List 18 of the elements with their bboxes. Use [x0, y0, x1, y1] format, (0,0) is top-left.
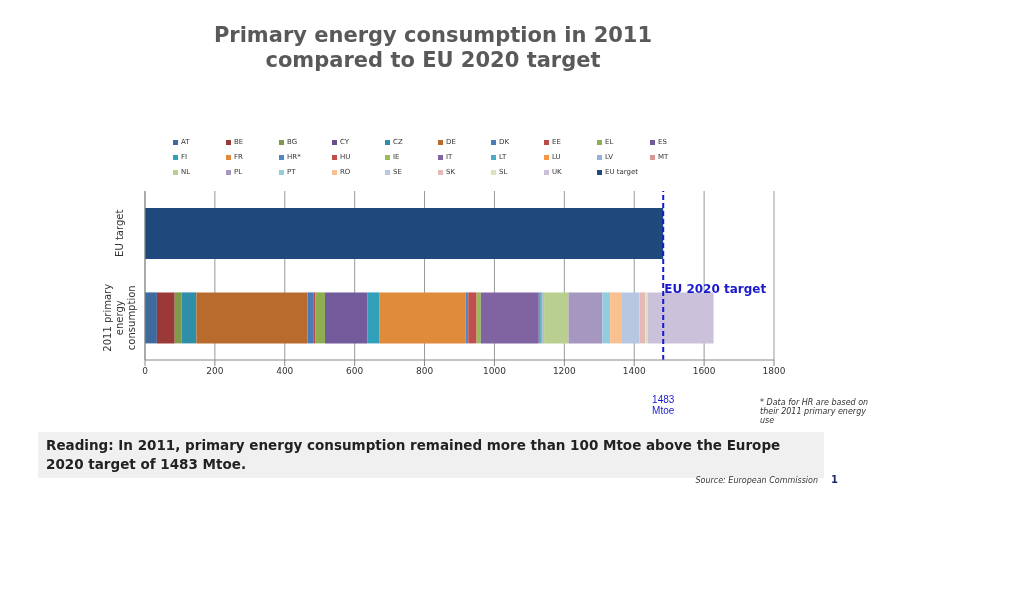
source-note: Source: European Commission: [694, 476, 818, 485]
x-tick-label: 0: [142, 366, 149, 377]
x-tick-label: 200: [206, 366, 224, 377]
x-tick-label: 1400: [622, 366, 646, 377]
ref-line-label: EU 2020 target: [664, 281, 767, 296]
chart-title: Primary energy consumption in 2011 compared to EU 2020 target: [212, 23, 654, 73]
x-tick-label: 400: [276, 366, 294, 377]
text: 1: [831, 474, 838, 485]
x-tick-label: 800: [415, 366, 434, 377]
y-tick-label: 2011 primary energy consumption: [102, 283, 137, 352]
x-tick-label: 1800: [762, 366, 786, 377]
x-tick-label: 1200: [552, 366, 577, 377]
x-tick-label: 600: [346, 366, 364, 377]
text: * Data for HR are based on their 2011 primary energy use: [760, 398, 870, 425]
x-tick-label: 1600: [692, 366, 716, 377]
text: 1483 Mtoe: [651, 394, 676, 416]
text: Reading: In 2011, primary energy consumption remained more than 100 Mtoe above the Europe 2020 target of 1483 Mtoe.: [46, 437, 781, 472]
x-tick-label: 1000: [482, 366, 507, 377]
